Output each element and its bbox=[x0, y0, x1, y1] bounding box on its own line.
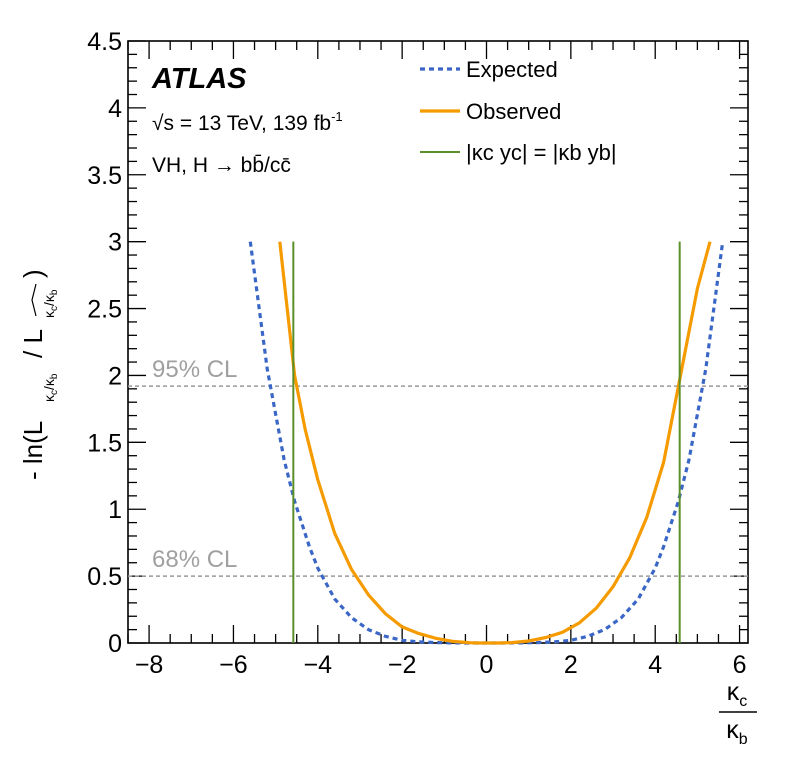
y-label-sub1: κc/κb bbox=[41, 373, 60, 402]
x-tick-label: 6 bbox=[733, 651, 747, 679]
curves bbox=[248, 241, 725, 645]
cl-label: 95% CL bbox=[152, 356, 237, 383]
legend: Expected Observed |κc yc| = |κb yb| bbox=[420, 57, 617, 165]
x-tick-label: 4 bbox=[648, 651, 662, 679]
y-label-mid: / L bbox=[18, 329, 48, 358]
y-tick-label: 1 bbox=[108, 496, 122, 524]
y-tick-label: 2.5 bbox=[87, 296, 122, 324]
experiment-label: ATLAS bbox=[151, 63, 247, 95]
y-tick-label: 3.5 bbox=[87, 162, 122, 190]
energy-label: √s = 13 TeV, 139 fb-1 bbox=[152, 109, 343, 135]
x-label-denominator: κb bbox=[726, 716, 748, 748]
x-label-numerator: κc bbox=[727, 678, 748, 710]
y-tick-label: 0 bbox=[108, 630, 122, 658]
observed-curve bbox=[278, 241, 712, 645]
y-tick-label: 4.5 bbox=[87, 28, 122, 56]
y-tick-label: 4 bbox=[108, 95, 122, 123]
cl-lines: 95% CL 68% CL bbox=[128, 356, 748, 577]
y-tick-label: 0.5 bbox=[87, 563, 122, 591]
x-tick-label: −2 bbox=[388, 651, 417, 679]
x-tick-label: 2 bbox=[564, 651, 578, 679]
expected-curve bbox=[248, 241, 725, 645]
y-axis-label: - ln(L κc/κb / L κc/κb ) bbox=[18, 269, 60, 480]
y-label-sub2: κc/κb bbox=[41, 289, 60, 318]
x-tick-label: −8 bbox=[135, 651, 164, 679]
x-tick-label: 0 bbox=[480, 651, 494, 679]
x-tick-label: −6 bbox=[219, 651, 248, 679]
hat-mark bbox=[31, 283, 37, 317]
legend-label: Observed bbox=[466, 99, 561, 124]
x-axis-label: κc κb bbox=[719, 678, 757, 748]
y-tick-label: 2 bbox=[108, 362, 122, 390]
legend-label: |κc yc| = |κb yb| bbox=[466, 140, 617, 165]
x-tick-label: −4 bbox=[304, 651, 333, 679]
y-tick-label: 1.5 bbox=[87, 429, 122, 457]
process-label: VH, H → bb̄/cc̄ bbox=[152, 154, 291, 177]
y-tick-label: 3 bbox=[108, 229, 122, 257]
cl-label: 68% CL bbox=[152, 546, 237, 573]
legend-label: Expected bbox=[466, 57, 558, 82]
y-label-prefix: - ln(L bbox=[18, 421, 48, 480]
y-label-suffix: ) bbox=[18, 269, 48, 278]
